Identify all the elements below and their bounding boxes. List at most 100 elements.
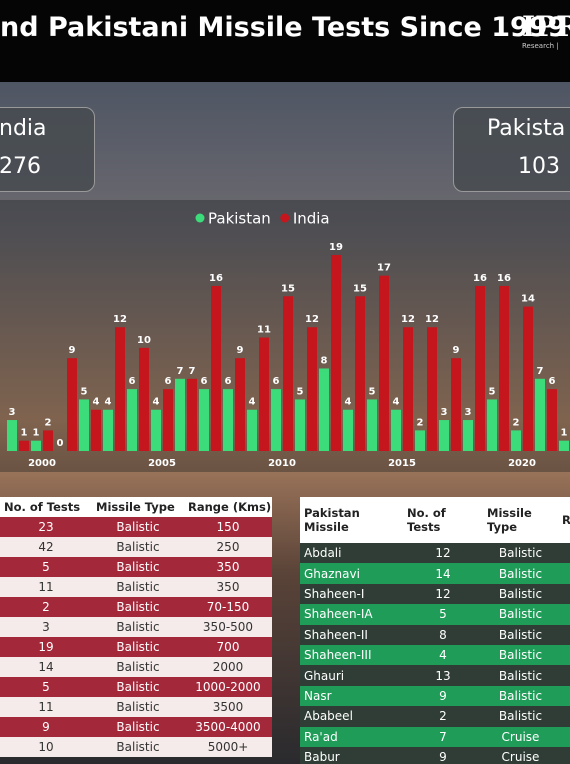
bar — [379, 275, 389, 451]
bar — [355, 296, 365, 451]
header-row: No. of Tests Missile Type Range (Kms) — [0, 497, 272, 517]
table-row: 10 Balistic 5000+ — [0, 737, 272, 757]
card-label: ndia — [0, 116, 47, 141]
table-cell: Cruise — [483, 726, 558, 747]
bar — [343, 409, 353, 451]
value-label: 16 — [473, 273, 487, 284]
table-cell: Shaheen-IA — [300, 604, 403, 625]
table-cell: 14 — [0, 657, 92, 677]
bar — [559, 440, 569, 451]
header-row: Pakistan Missile No. of Tests Missile Type… — [300, 497, 570, 543]
table-cell: Balistic — [483, 604, 558, 625]
bar — [475, 285, 485, 451]
value-label: 4 — [93, 397, 100, 408]
bar — [67, 358, 77, 451]
table-cell: 11 — [0, 577, 92, 597]
bar — [451, 358, 461, 451]
x-tick-label: 2020 — [508, 458, 536, 469]
value-label: 17 — [377, 263, 391, 274]
table-row: Abdali 12 Balistic — [300, 543, 570, 564]
column-header: Range (Kms) — [184, 497, 272, 517]
table-cell: 12 — [403, 583, 483, 605]
table-cell: Balistic — [483, 706, 558, 727]
value-label: 12 — [401, 314, 415, 325]
table-row: 2 Balistic 70-150 — [0, 597, 272, 617]
x-tick-label: 2005 — [148, 458, 176, 469]
value-label: 7 — [537, 366, 544, 377]
table-cell: Ra'ad — [300, 726, 403, 747]
bar — [91, 409, 101, 451]
table-row: Ghauri 13 Balistic — [300, 665, 570, 686]
table-cell: 19 — [0, 637, 92, 657]
bar — [367, 399, 377, 451]
table-cell: 350 — [184, 577, 272, 597]
bar — [271, 389, 281, 451]
value-label: 6 — [273, 376, 280, 387]
x-tick-label: 2000 — [28, 458, 56, 469]
table-cell: Balistic — [92, 597, 184, 617]
table-cell: Abdali — [300, 543, 403, 564]
column-header: Pakistan Missile — [300, 497, 403, 543]
value-label: 1 — [561, 428, 568, 439]
table-cell: 9 — [403, 685, 483, 707]
value-label: 6 — [201, 376, 208, 387]
bar — [307, 327, 317, 451]
table-row: 23 Balistic 150 — [0, 517, 272, 537]
table-cell: 3500 — [184, 697, 272, 717]
card-label: Pakista — [487, 116, 566, 141]
table-cell: 9 — [403, 746, 483, 764]
india-table: No. of Tests Missile Type Range (Kms) 23 Bal… — [0, 497, 272, 757]
table-cell: 12 — [403, 543, 483, 564]
bar — [235, 358, 245, 451]
table-cell: 7 — [403, 726, 483, 747]
table-row: 11 Balistic 3500 — [0, 697, 272, 717]
pakistan-table: Pakistan Missile No. of Tests Missile Type… — [300, 497, 570, 764]
bar — [19, 440, 29, 451]
table-cell: 14 — [403, 563, 483, 584]
table-cell — [558, 665, 570, 686]
table-cell: 5 — [0, 557, 92, 577]
value-label: 10 — [137, 335, 151, 346]
value-label: 15 — [281, 283, 295, 294]
table-cell: 700 — [184, 637, 272, 657]
bar — [211, 285, 221, 451]
table-cell: Balistic — [483, 543, 558, 564]
table-cell: Balistic — [92, 617, 184, 637]
table-row: Shaheen-II 8 Balistic — [300, 624, 570, 645]
bar — [103, 409, 113, 451]
table-cell: Babur — [300, 746, 403, 764]
table-cell: Cruise — [483, 746, 558, 764]
value-label: 1 — [21, 428, 28, 439]
table-row: 14 Balistic 2000 — [0, 657, 272, 677]
table-row: Shaheen-IA 5 Balistic — [300, 604, 570, 625]
table-cell — [558, 624, 570, 645]
bar — [115, 327, 125, 451]
table-cell: Balistic — [92, 717, 184, 737]
value-label: 16 — [497, 273, 511, 284]
title: nd Pakistani Missile Tests Since 1999 — [0, 12, 567, 43]
bar — [187, 378, 197, 451]
value-label: 6 — [225, 376, 232, 387]
value-label: 1 — [33, 428, 40, 439]
table-cell: 5 — [403, 604, 483, 625]
bar — [247, 409, 257, 451]
table-cell: Ababeel — [300, 706, 403, 727]
table-cell: Balistic — [483, 665, 558, 686]
table-cell: Nasr — [300, 685, 403, 707]
table-cell: Balistic — [483, 563, 558, 584]
value-label: 2 — [513, 417, 520, 428]
value-label: 4 — [249, 397, 256, 408]
value-label: 3 — [441, 407, 448, 418]
header-bar: nd Pakistani Missile Tests Since 1999 IP… — [0, 0, 570, 82]
card-value: 276 — [0, 154, 41, 179]
card-value: 103 — [518, 154, 560, 179]
column-header: Missile Type — [92, 497, 184, 517]
table-cell: 10 — [0, 737, 92, 757]
bar — [547, 389, 557, 451]
bar — [283, 296, 293, 451]
table-cell: 5 — [0, 677, 92, 697]
table-cell: 2 — [0, 597, 92, 617]
table-row: Ra'ad 7 Cruise — [300, 726, 570, 747]
table-cell — [558, 563, 570, 584]
